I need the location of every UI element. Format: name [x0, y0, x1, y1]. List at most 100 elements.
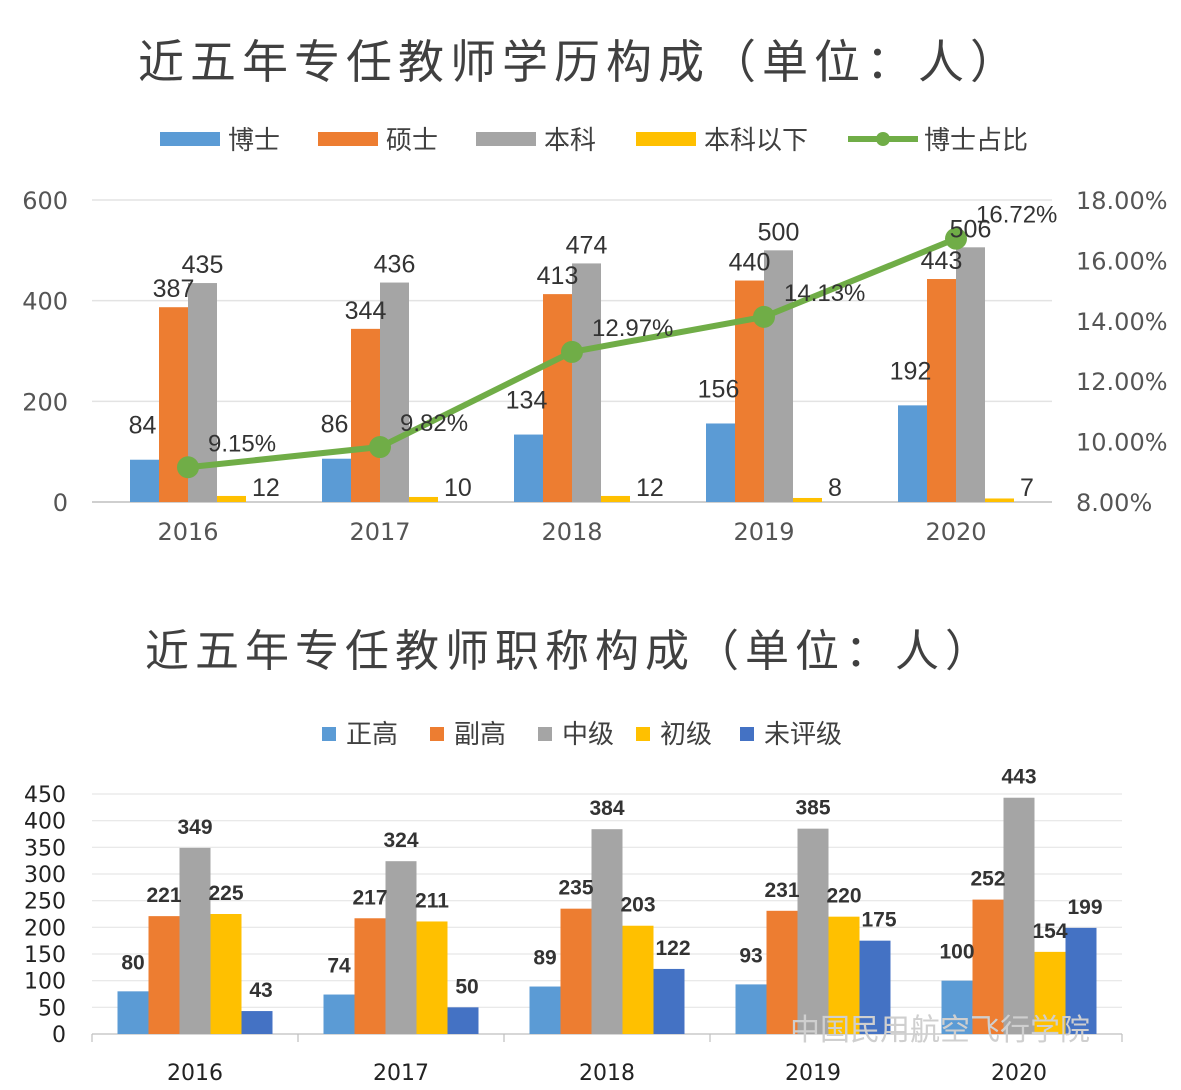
chart-title: 近五年专任教师学历构成（单位：人）	[138, 35, 1022, 89]
bar-博士	[322, 458, 351, 502]
bar-初级	[416, 921, 448, 1034]
data-label: 89	[533, 947, 556, 970]
line-data-label: 14.13%	[784, 280, 865, 307]
data-label: 436	[374, 251, 416, 279]
data-labels: 80 74 89 93 100 221 217 235 231 252 349 324 384 385 44…	[121, 766, 1102, 1002]
x-tick-label: 2016	[167, 1061, 223, 1086]
data-label: 203	[620, 894, 655, 917]
x-tick-label: 2017	[349, 518, 410, 546]
y2-tick-label: 18.00%	[1076, 187, 1168, 215]
data-labels: 84 86 134 156 192 387 344 413 440 443 435 436 474 500…	[129, 202, 1058, 502]
axis-ticks: 0 200 400 600 8.00% 10.00% 12.00% 14.00% 16.00% 1…	[22, 187, 1167, 546]
line-data-label: 12.97%	[592, 315, 673, 342]
data-label: 231	[764, 879, 799, 902]
bar-正高	[941, 980, 973, 1034]
bar-中级	[797, 828, 829, 1034]
bar-硕士	[927, 279, 956, 502]
line-point	[369, 436, 391, 459]
data-label: 8	[828, 474, 842, 502]
legend-swatch	[318, 132, 378, 146]
data-label: 156	[698, 375, 740, 403]
data-label: 93	[739, 944, 762, 967]
bar-未评级	[241, 1011, 273, 1034]
y-tick-label: 400	[24, 810, 66, 835]
legend-label: 硕士	[386, 126, 438, 156]
bar-副高	[354, 918, 386, 1034]
legend-label: 副高	[454, 720, 506, 750]
y-tick-label: 0	[53, 489, 68, 517]
bar-初级	[828, 916, 860, 1034]
bar-本科	[956, 247, 985, 502]
line-point	[177, 456, 199, 479]
data-label: 192	[890, 357, 932, 385]
data-label: 413	[537, 262, 579, 290]
data-label: 175	[861, 909, 896, 932]
bar-副高	[972, 899, 1004, 1034]
legend-label: 中级	[562, 720, 614, 750]
data-label: 440	[729, 249, 771, 277]
legend-label: 博士占比	[924, 126, 1028, 156]
bar-初级	[1034, 951, 1066, 1034]
x-tick-label: 2019	[785, 1061, 841, 1086]
legend-swatch	[160, 132, 220, 146]
data-label: 387	[153, 275, 195, 303]
bar-初级	[210, 914, 242, 1034]
y-tick-label: 100	[24, 970, 66, 995]
legend-label: 正高	[346, 720, 398, 750]
bar-博士	[514, 434, 543, 502]
data-label: 500	[758, 218, 800, 246]
line-series	[177, 227, 967, 479]
legend-label: 博士	[228, 126, 280, 156]
bar-本科以下	[601, 495, 630, 502]
data-label: 384	[589, 797, 624, 820]
data-label: 221	[146, 884, 181, 907]
legend-swatch	[538, 727, 552, 741]
legend-swatch	[322, 727, 336, 741]
data-label: 435	[182, 251, 224, 279]
bar-副高	[766, 910, 798, 1034]
data-label: 211	[415, 889, 449, 912]
bar-中级	[179, 847, 211, 1034]
bar-副高	[560, 908, 592, 1034]
y2-tick-label: 10.00%	[1076, 429, 1168, 457]
y-tick-label: 200	[22, 388, 68, 416]
data-label: 10	[444, 474, 472, 502]
bar-本科	[572, 263, 601, 502]
data-label: 122	[655, 937, 690, 960]
x-tick-label: 2018	[541, 518, 602, 546]
bar-中级	[385, 861, 417, 1034]
legend-label: 未评级	[764, 720, 842, 750]
data-label: 217	[352, 886, 387, 909]
x-tick-label: 2019	[733, 518, 794, 546]
y-tick-label: 450	[24, 783, 66, 808]
data-label: 86	[321, 411, 349, 439]
line-point	[945, 227, 967, 250]
chart-title: 近五年专任教师职称构成（单位：人）	[145, 626, 995, 677]
bar-本科以下	[793, 497, 822, 502]
bar-series	[117, 797, 1097, 1034]
data-label: 43	[249, 979, 272, 1002]
bar-博士	[130, 459, 159, 502]
bar-博士	[898, 405, 927, 502]
y-tick-label: 0	[52, 1023, 66, 1048]
y-tick-label: 600	[22, 187, 68, 215]
data-label: 12	[252, 474, 280, 502]
data-label: 12	[636, 474, 664, 502]
data-label: 84	[129, 412, 157, 440]
data-label: 235	[558, 877, 593, 900]
data-label: 225	[208, 882, 243, 905]
bar-未评级	[859, 940, 891, 1034]
data-label: 134	[506, 387, 548, 415]
y2-tick-label: 16.00%	[1076, 247, 1168, 275]
bar-副高	[148, 916, 180, 1034]
line-point	[561, 340, 583, 363]
y-tick-label: 50	[38, 996, 66, 1021]
y-tick-label: 250	[24, 890, 66, 915]
data-label: 74	[327, 955, 351, 978]
line-data-label: 9.15%	[208, 430, 276, 457]
legend-label: 本科	[544, 126, 596, 156]
data-label: 80	[121, 951, 144, 974]
bar-博士	[706, 423, 735, 502]
